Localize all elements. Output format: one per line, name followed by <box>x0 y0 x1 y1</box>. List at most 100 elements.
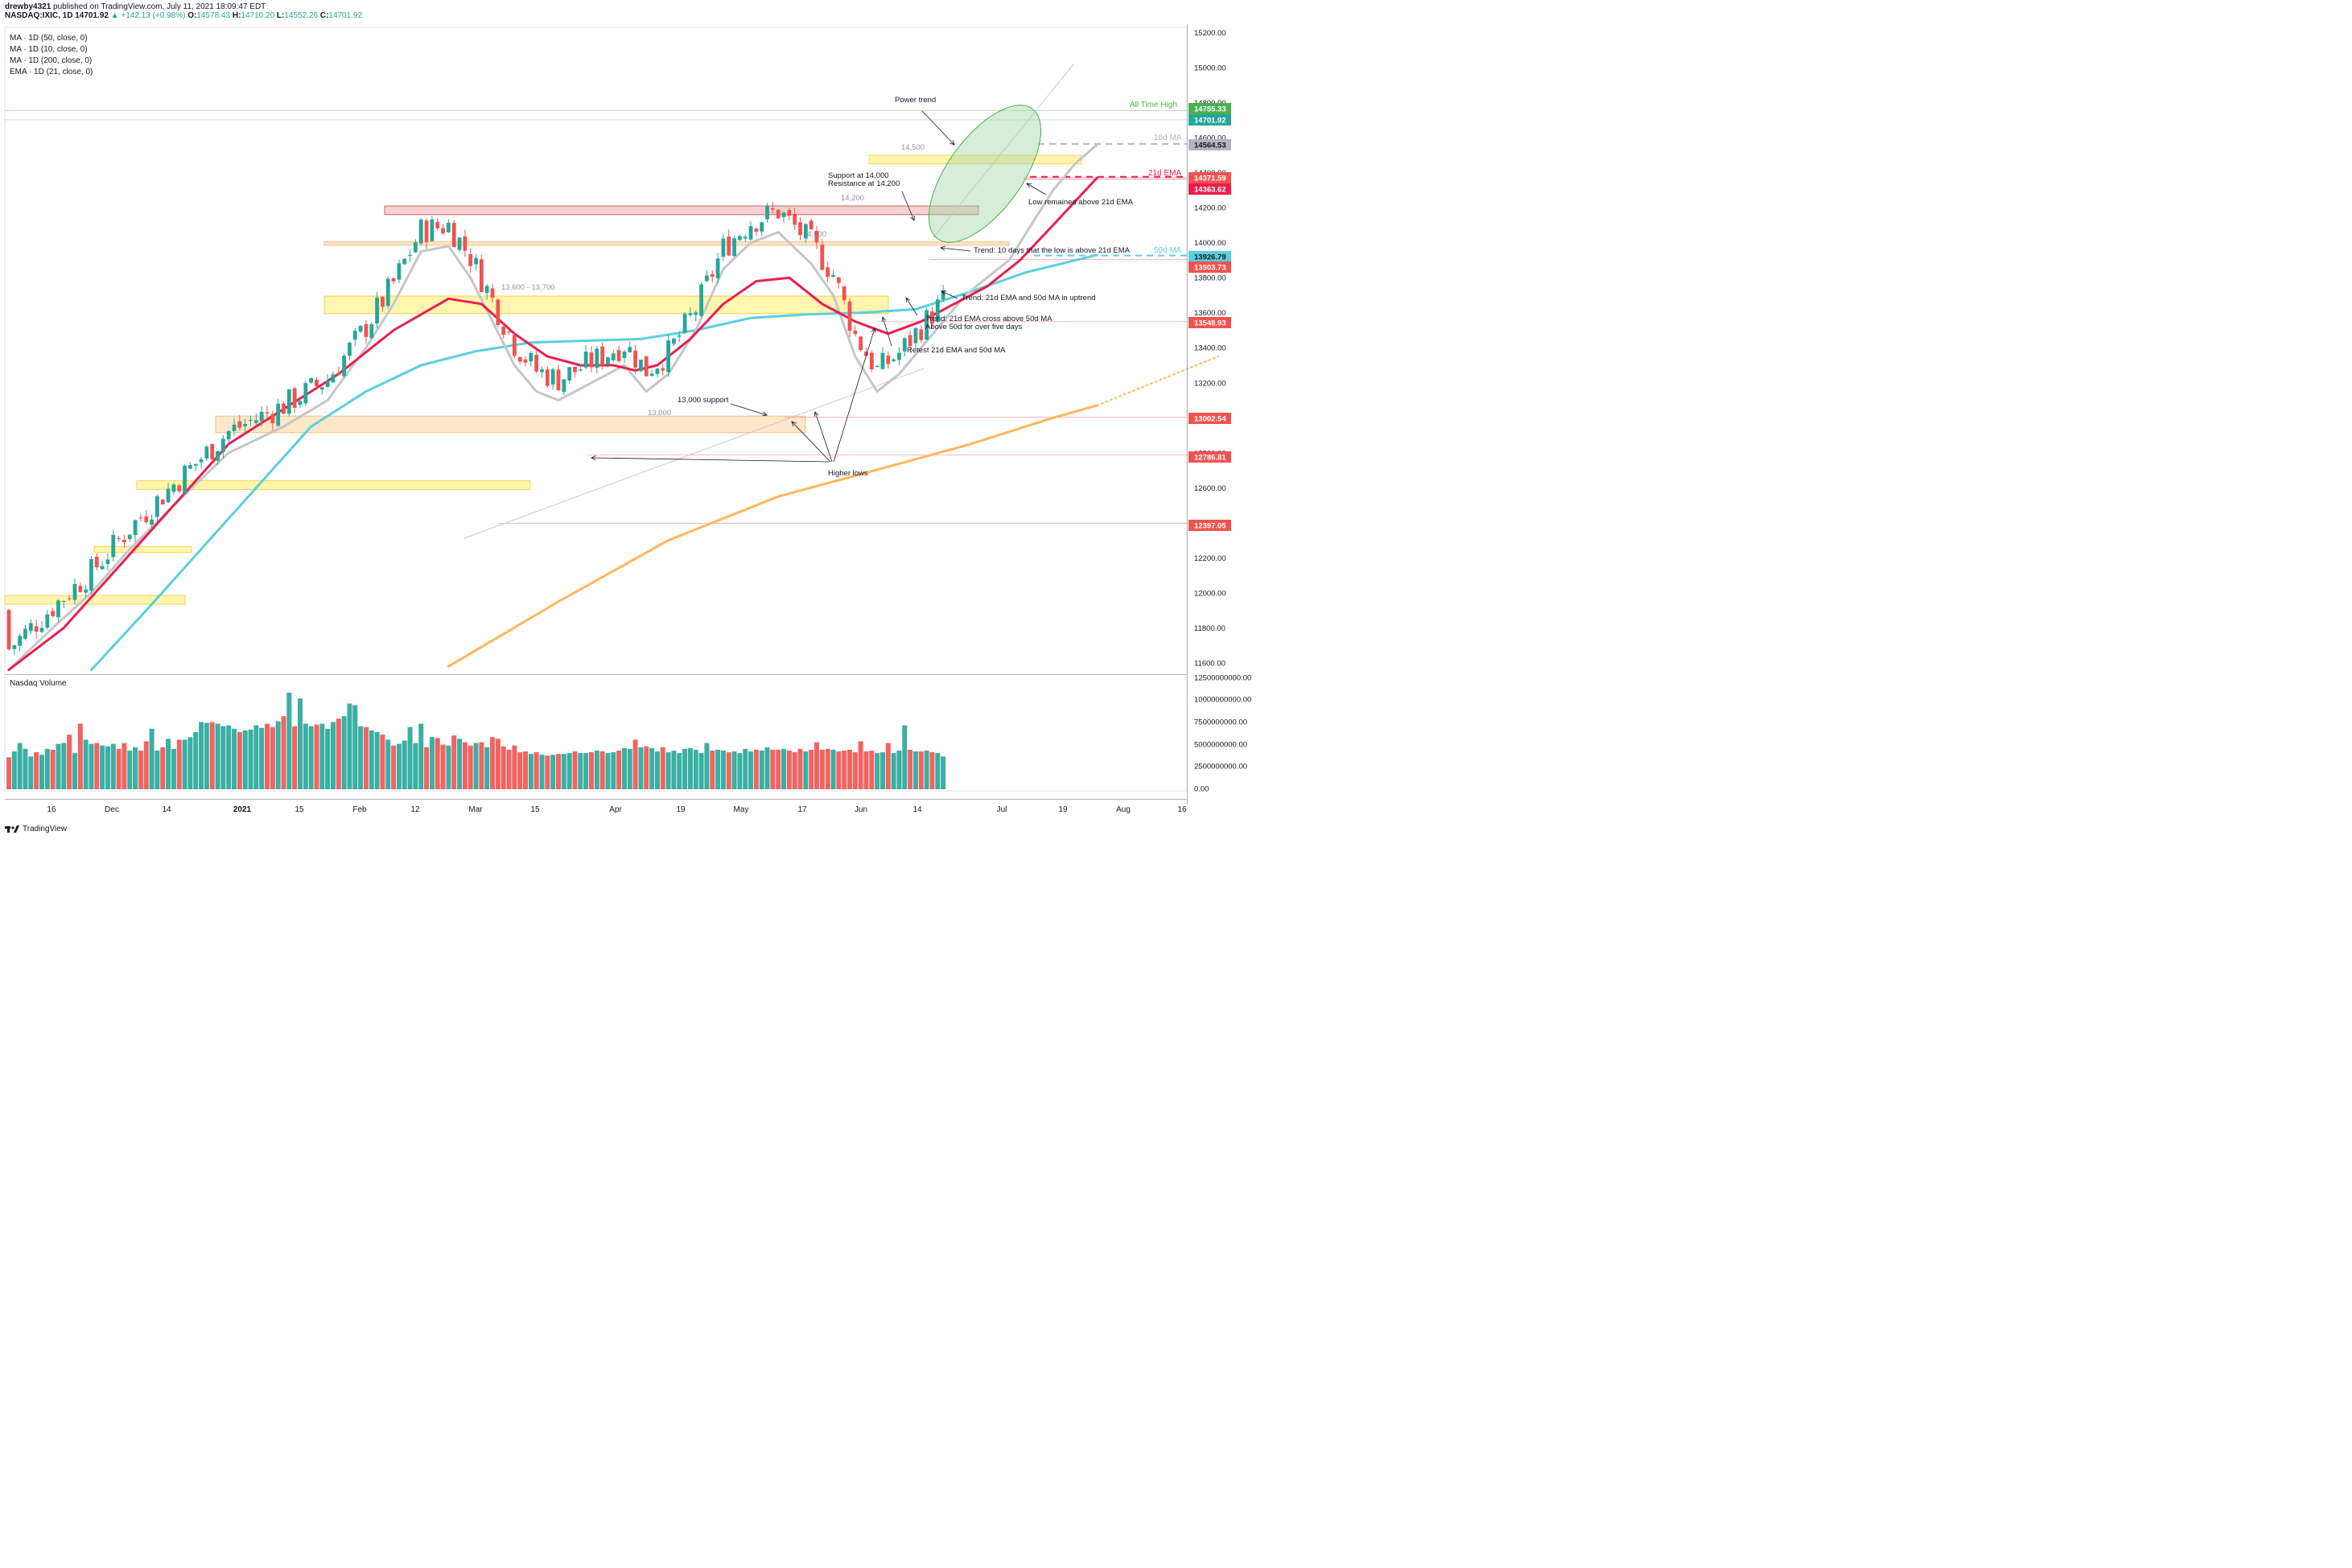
annotation-0: Power trend <box>895 96 936 105</box>
time-tick-label: 16 <box>1177 805 1187 814</box>
candle-body <box>150 519 154 525</box>
indicator-ma10[interactable]: MA · 1D (10, close, 0) <box>10 45 88 54</box>
candle-body <box>331 374 336 383</box>
zone-2 <box>323 241 1010 246</box>
volume-bar <box>710 750 715 789</box>
zone-label: 14,000 <box>803 230 826 239</box>
volume-bar <box>149 728 154 789</box>
price-tick-label: 13800.00 <box>1194 274 1226 283</box>
candle-body <box>666 340 670 372</box>
candle-body <box>639 359 643 372</box>
volume-bar <box>885 743 891 789</box>
candle-body <box>892 359 896 361</box>
zone-label: 14,200 <box>841 194 864 203</box>
arrow-head <box>881 316 887 322</box>
candle-body <box>336 372 341 375</box>
footer-brand[interactable]: TradingView <box>23 824 68 833</box>
price-badge-label: 14363.62 <box>1194 186 1226 195</box>
candle-body <box>925 310 929 340</box>
volume-bar <box>34 752 39 789</box>
author[interactable]: drewby4321 <box>5 2 51 11</box>
candle-body <box>23 628 27 640</box>
time-tick-label: Dec <box>105 805 119 814</box>
volume-bar <box>803 751 809 789</box>
candle-body <box>127 534 132 540</box>
volume-bar <box>67 735 72 789</box>
volume-bar <box>281 716 286 789</box>
volume-bar <box>533 752 539 789</box>
candle-body <box>56 600 60 618</box>
candle-body <box>430 219 435 241</box>
annotation-arrow <box>591 457 830 463</box>
indicator-ma200[interactable]: MA · 1D (200, close, 0) <box>10 56 93 65</box>
candle-body <box>737 236 742 241</box>
symbol[interactable]: NASDAQ:IXIC, 1D <box>5 11 73 20</box>
volume-bar <box>292 726 298 789</box>
candle-body <box>606 357 610 364</box>
time-tick-label: 19 <box>1058 805 1068 814</box>
volume-bar <box>896 750 902 789</box>
volume-bar <box>220 726 226 789</box>
volume-tick-label: 0.00 <box>1194 785 1209 794</box>
label-50d-ma: 50d MA <box>1154 246 1182 255</box>
annotation-arrow <box>730 403 768 416</box>
volume-bar <box>286 692 292 789</box>
candle-body <box>550 368 555 385</box>
volume-bar <box>858 741 863 789</box>
zone-7 <box>4 595 186 605</box>
volume-bar <box>204 722 209 789</box>
footer: TradingView <box>5 824 67 833</box>
price-badge <box>1188 139 1231 150</box>
candle-body <box>517 356 522 362</box>
annotation-arrow <box>940 247 971 252</box>
volume-bar <box>319 723 325 789</box>
indicator-ma50[interactable]: MA · 1D (50, close, 0) <box>10 34 88 43</box>
candle-body <box>72 583 77 600</box>
candle-body <box>369 324 374 339</box>
indicator-ema21[interactable]: EMA · 1D (21, close, 0) <box>10 68 93 76</box>
time-tick-label: 16 <box>47 805 56 814</box>
candle-body <box>820 245 825 270</box>
volume-bar <box>176 739 182 789</box>
annotation-1: Support at 14,000 <box>828 171 889 180</box>
price-tick-label: 12000.00 <box>1194 589 1226 598</box>
candle-body <box>694 312 698 315</box>
volume-bar <box>407 726 413 789</box>
zone-label: 13,000 <box>648 409 671 418</box>
candle-body <box>869 352 874 370</box>
price-badge-label: 14371.59 <box>1194 175 1226 183</box>
volume-bar <box>242 730 248 789</box>
candle-body <box>765 205 769 220</box>
candle-body <box>496 299 500 326</box>
volume-bar <box>665 752 671 789</box>
candle-body <box>100 566 105 570</box>
price-badge-label: 14564.53 <box>1194 142 1226 150</box>
candle-body <box>397 263 402 280</box>
price-badge <box>1188 114 1231 126</box>
candle-body <box>880 352 885 369</box>
candle-body <box>814 230 819 243</box>
candle-body <box>902 338 907 352</box>
volume-bar <box>836 751 842 789</box>
candle-body <box>220 438 225 452</box>
time-tick-label: 2021 <box>233 805 252 814</box>
candle-body <box>89 558 93 591</box>
volume-bar <box>500 746 506 789</box>
volume-bar <box>814 742 820 789</box>
volume-bar <box>72 753 77 789</box>
annotation-9: 13,000 support <box>678 396 729 405</box>
arrow-head <box>1026 183 1032 188</box>
candle-body <box>210 443 215 459</box>
volume-bar <box>105 746 110 789</box>
volume-bar <box>616 750 622 789</box>
chart-canvas[interactable]: 14,500 14,200 14,000 13,600 - 13,700 13,000 … <box>0 0 1258 839</box>
candle-body <box>385 278 390 307</box>
volume-bar <box>44 748 50 789</box>
volume-bar <box>638 747 644 789</box>
candle-body <box>567 367 572 381</box>
candle-body <box>276 403 281 426</box>
volume-bar <box>391 745 397 789</box>
candle-body <box>562 379 566 393</box>
volume-bar <box>627 748 632 789</box>
time-tick-label: Apr <box>609 805 622 814</box>
